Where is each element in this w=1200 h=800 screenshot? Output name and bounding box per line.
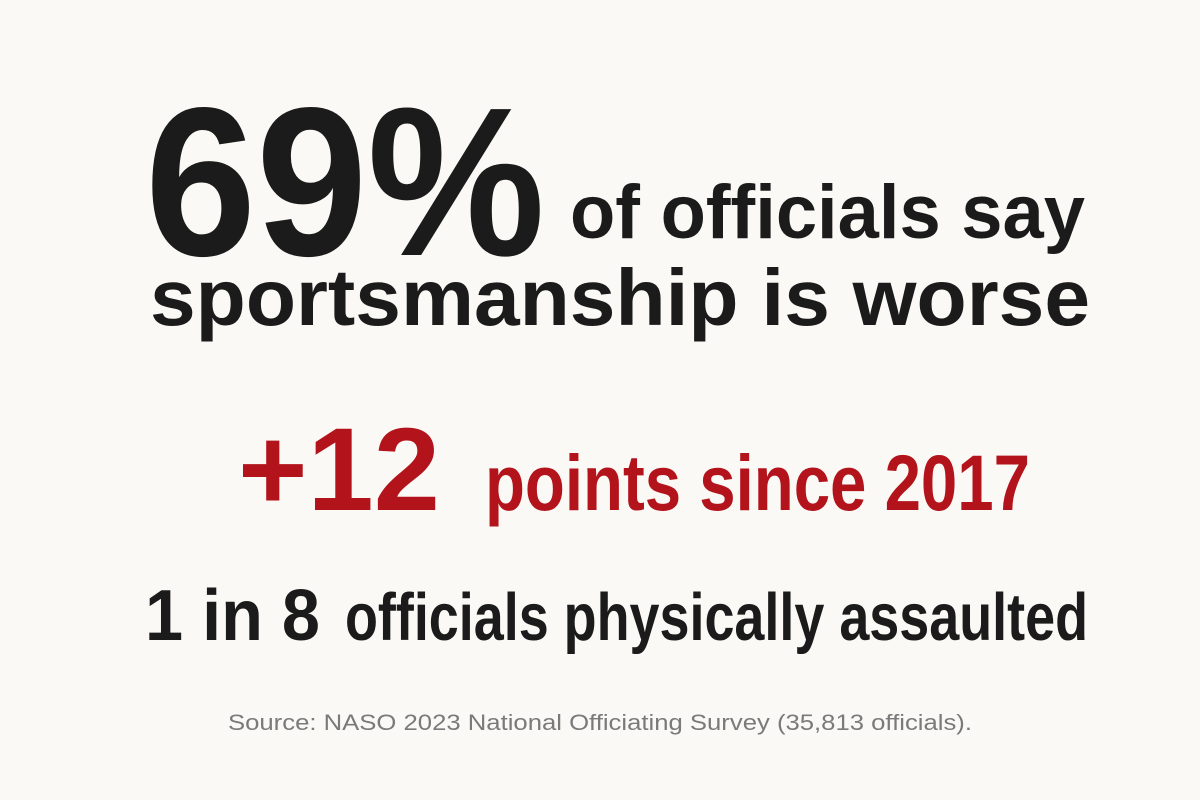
headline-text: sportsmanship is worse [150,253,1090,342]
source-note: Source: NASO 2023 National Officiating S… [228,710,972,735]
headline-text: of officials say [570,170,1085,255]
headline-stat: 69% [145,63,545,300]
assault-text: officials physically assaulted [345,580,1088,655]
assault-stat: 1 in 8 [145,576,320,656]
change-text: points since 2017 [485,438,1030,527]
change-stat: +12 [238,404,440,536]
